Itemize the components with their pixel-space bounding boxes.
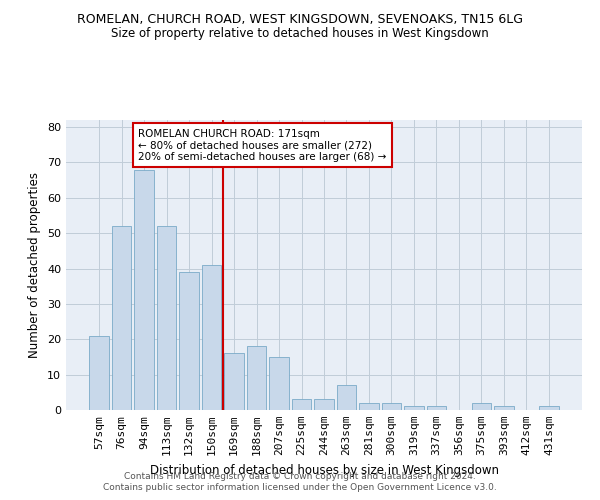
Bar xyxy=(314,400,334,410)
Bar xyxy=(157,226,176,410)
Text: Contains HM Land Registry data © Crown copyright and database right 2024.: Contains HM Land Registry data © Crown c… xyxy=(124,472,476,481)
Bar xyxy=(292,400,311,410)
Bar xyxy=(247,346,266,410)
Text: ROMELAN CHURCH ROAD: 171sqm
← 80% of detached houses are smaller (272)
20% of se: ROMELAN CHURCH ROAD: 171sqm ← 80% of det… xyxy=(138,128,386,162)
Bar xyxy=(427,406,446,410)
Bar xyxy=(269,357,289,410)
Text: ROMELAN, CHURCH ROAD, WEST KINGSDOWN, SEVENOAKS, TN15 6LG: ROMELAN, CHURCH ROAD, WEST KINGSDOWN, SE… xyxy=(77,12,523,26)
Bar xyxy=(112,226,131,410)
Bar xyxy=(404,406,424,410)
Bar xyxy=(134,170,154,410)
Bar xyxy=(202,265,221,410)
Bar xyxy=(89,336,109,410)
Text: Size of property relative to detached houses in West Kingsdown: Size of property relative to detached ho… xyxy=(111,28,489,40)
Bar xyxy=(337,385,356,410)
X-axis label: Distribution of detached houses by size in West Kingsdown: Distribution of detached houses by size … xyxy=(149,464,499,476)
Bar xyxy=(359,403,379,410)
Bar xyxy=(382,403,401,410)
Bar xyxy=(179,272,199,410)
Bar xyxy=(472,403,491,410)
Text: Contains public sector information licensed under the Open Government Licence v3: Contains public sector information licen… xyxy=(103,484,497,492)
Bar xyxy=(224,354,244,410)
Bar xyxy=(539,406,559,410)
Y-axis label: Number of detached properties: Number of detached properties xyxy=(28,172,41,358)
Bar xyxy=(494,406,514,410)
